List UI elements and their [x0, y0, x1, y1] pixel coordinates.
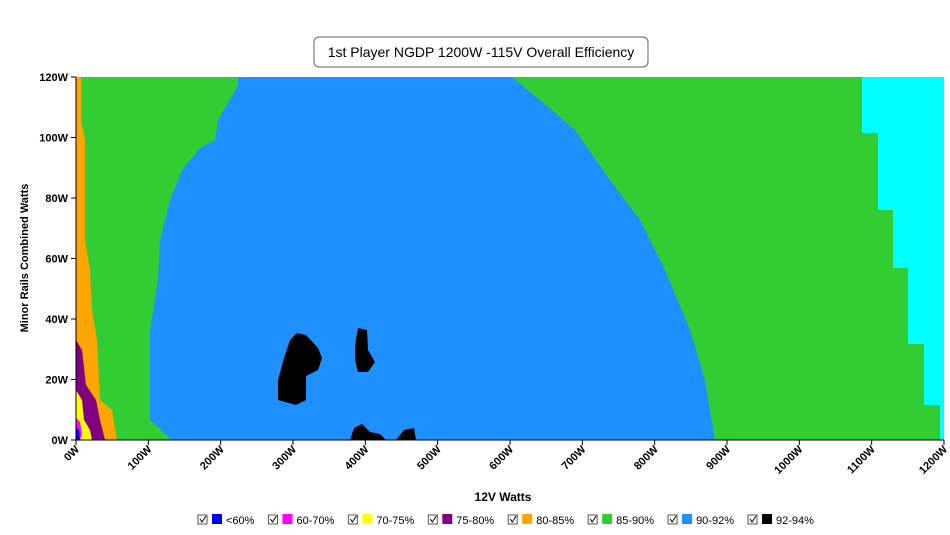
legend-checkbox[interactable] — [427, 514, 438, 525]
legend-check — [199, 515, 207, 523]
region — [396, 428, 416, 440]
legend-item[interactable]: <60% — [197, 514, 255, 527]
legend-check — [270, 515, 277, 523]
legend-label: 92-94% — [776, 515, 814, 527]
legend-label: 90-92% — [696, 515, 734, 527]
legend-swatch — [212, 514, 222, 524]
legend-item[interactable]: 92-94% — [747, 514, 814, 527]
legend-item[interactable]: 70-75% — [347, 514, 415, 527]
legend-checkbox[interactable] — [347, 514, 358, 525]
legend-check — [749, 515, 757, 523]
legend-check — [349, 515, 357, 523]
legend-checkbox[interactable] — [267, 514, 278, 525]
y-tick-label: 120W — [39, 72, 68, 84]
regions — [76, 77, 944, 440]
x-tick-label: 600W — [487, 443, 516, 472]
x-tick-label: 500W — [415, 443, 444, 472]
legend-label: 70-75% — [376, 515, 414, 527]
region — [350, 424, 386, 440]
legend-checkbox[interactable] — [507, 514, 518, 525]
legend-swatch — [282, 514, 293, 524]
legend-item[interactable]: 80-85% — [507, 514, 574, 527]
x-tick-label: 900W — [704, 443, 733, 472]
chart-title: 1st Player NGDP 1200W -115V Overall Effi… — [328, 44, 635, 60]
y-tick-label: 0W — [52, 435, 69, 447]
region — [278, 333, 322, 405]
x-axis-title: 12V Watts — [475, 490, 532, 504]
region — [355, 328, 375, 372]
legend-label: 85-90% — [616, 515, 654, 527]
region — [76, 77, 117, 440]
y-tick-label: 40W — [45, 314, 68, 326]
y-tick-label: 60W — [45, 254, 68, 266]
y-tick-label: 100W — [39, 133, 68, 145]
legend-item[interactable]: 60-70% — [267, 514, 335, 527]
y-axis-title: Minor Rails Combined Watts — [19, 184, 31, 333]
x-tick-label: 100W — [126, 443, 155, 472]
legend-check — [429, 515, 437, 523]
region — [862, 77, 944, 440]
legend-check — [509, 515, 517, 523]
legend-label: 80-85% — [536, 515, 574, 527]
legend-label: 75-80% — [456, 515, 494, 527]
legend-item[interactable]: 75-80% — [427, 514, 494, 527]
x-tick-label: 400W — [343, 443, 372, 472]
region — [76, 428, 80, 440]
y-tick-label: 20W — [45, 375, 68, 387]
legend-checkbox[interactable] — [667, 514, 678, 525]
legend-checkbox[interactable] — [747, 514, 758, 525]
legend-item[interactable]: 90-92% — [667, 514, 734, 527]
legend-check — [589, 515, 597, 523]
legend-swatch — [602, 514, 613, 524]
legend-label: 60-70% — [296, 515, 334, 527]
legend-swatch — [761, 514, 772, 524]
x-tick-label: 300W — [270, 443, 299, 472]
y-tick-label: 80W — [45, 193, 68, 205]
x-tick-label: 200W — [198, 443, 227, 472]
legend-checkbox[interactable] — [197, 514, 208, 525]
x-tick-label: 800W — [632, 443, 661, 472]
legend-checkbox[interactable] — [587, 514, 598, 525]
x-tick-label: 1100W — [845, 443, 878, 476]
legend-label: <60% — [226, 515, 255, 527]
title-box — [313, 36, 649, 68]
legend-swatch — [442, 514, 453, 524]
legend-item[interactable]: 85-90% — [587, 514, 654, 527]
x-tick-label: 1200W — [917, 443, 950, 477]
legend-swatch — [682, 514, 693, 524]
x-tick-label: 1000W — [772, 443, 806, 477]
x-tick-label: 700W — [560, 443, 589, 472]
legend-swatch — [362, 514, 373, 524]
legend-check — [669, 515, 677, 523]
legend-swatch — [522, 514, 533, 524]
